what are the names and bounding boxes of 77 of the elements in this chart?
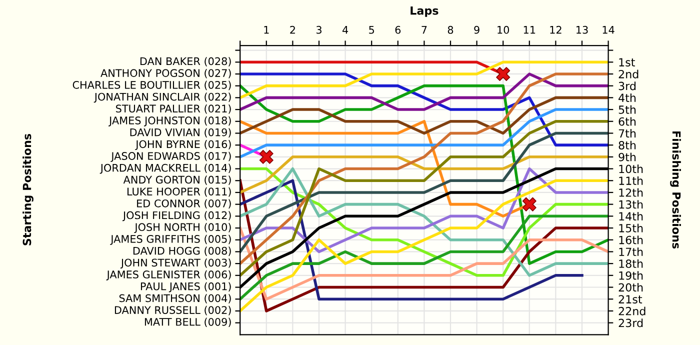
text: ANTHONY POGSON (027) [100, 68, 231, 78]
text: JORDAN MACKRELL (014) [100, 164, 231, 174]
text: SAM SMITHSON (004) [119, 294, 231, 304]
x-tick-label: 7 [422, 26, 427, 34]
y-tick-label: 20th [618, 283, 643, 292]
text: CHARLES LE BOUTILLIER (025) [72, 80, 231, 90]
text: PAUL JANES (001) [140, 282, 231, 292]
text: JOHN STEWART (003) [120, 258, 231, 269]
y-tick-label: 5th [618, 105, 636, 114]
y-tick-label: 19th [619, 271, 643, 280]
text: DAN BAKER (028) [140, 57, 231, 66]
y-tick-label: 7th [618, 129, 636, 138]
x-tick-label: 5 [369, 26, 374, 34]
line-series [240, 132, 608, 254]
text: JOSH NORTH (010) [134, 222, 231, 233]
y-tick-label: 2nd [618, 70, 638, 78]
y-tick-label: 13th [619, 200, 643, 209]
line-series [240, 96, 608, 135]
y-tick-label: 4th [618, 93, 636, 102]
text: JOHN BYRNE (016) [135, 140, 231, 150]
y-tick-label: 10th [619, 164, 643, 174]
x-tick-label: 12 [550, 26, 562, 34]
line-series [240, 156, 608, 194]
text: ANDY GORTON (015) [123, 176, 231, 185]
y-tick-label: 12th [619, 188, 643, 197]
point [259, 150, 274, 164]
y-tick-label: 23rd [618, 318, 643, 328]
text: JAMES JOHNSTON (018) [108, 116, 231, 126]
line-series [240, 167, 608, 254]
text: JAMES GRIFFITHS (005) [110, 234, 231, 245]
y-tick-label: 6th [618, 117, 636, 126]
text: JONATHAN SINCLAIR (022) [94, 92, 231, 103]
x-tick-label: 3 [316, 26, 322, 34]
text: DAVID HOGG (008) [133, 246, 231, 256]
x-tick-label: 9 [474, 26, 480, 34]
y-tick-label: 21st [618, 295, 642, 304]
y-tick-label: 17th [619, 247, 643, 256]
line-series [240, 179, 584, 300]
x-tick-label: 1 [264, 26, 269, 34]
x-tick-label: 2 [290, 26, 295, 34]
x-tick-label: 8 [448, 26, 454, 34]
y-tick-label: 3rd [618, 82, 636, 90]
y-tick-label: 8th [618, 140, 636, 150]
y-tick-label: 16th [619, 236, 643, 244]
y-tick-label: 22nd [618, 306, 646, 316]
line-series [240, 72, 608, 111]
line-series [240, 179, 608, 312]
x-tick-label: 13 [576, 26, 588, 34]
text: DAVID VIVIAN (019) [130, 128, 231, 138]
x-tick-label: 10 [498, 26, 510, 34]
text: JASON EDWARDS (017) [110, 152, 231, 162]
text: MATT BELL (009) [144, 318, 231, 328]
line-series [240, 120, 608, 277]
text: Starting Positions [22, 134, 34, 246]
x-tick-label: 4 [342, 26, 348, 34]
text: JOSH FIELDING (012) [122, 211, 231, 222]
text: ED CONNOR (007) [137, 199, 231, 209]
y-tick-label: 1st [619, 58, 635, 67]
x-tick-label: 6 [395, 26, 401, 34]
text: DANNY RUSSELL (002) [114, 306, 231, 316]
line-series [240, 72, 608, 146]
x-tick-label: 14 [602, 26, 614, 34]
y-tick-label: 11th [619, 176, 643, 185]
y2-axis-title: Finishing Positions [670, 131, 681, 249]
text: LUKE HOOPER (011) [128, 187, 231, 197]
y-tick-label: 18th [619, 259, 643, 268]
text: STUART PALLIER (021) [116, 104, 231, 114]
x-axis-title: Laps [410, 6, 438, 17]
x-tick-label: 11 [524, 26, 536, 34]
point [522, 197, 536, 212]
y-tick-label: 9th [618, 152, 636, 162]
y-tick-label: 15th [619, 224, 643, 232]
point [496, 66, 510, 81]
line-series [240, 60, 608, 100]
text: JAMES GLENISTER (006) [106, 270, 231, 280]
line-series [240, 108, 608, 158]
y-tick-label: 14th [619, 212, 643, 220]
